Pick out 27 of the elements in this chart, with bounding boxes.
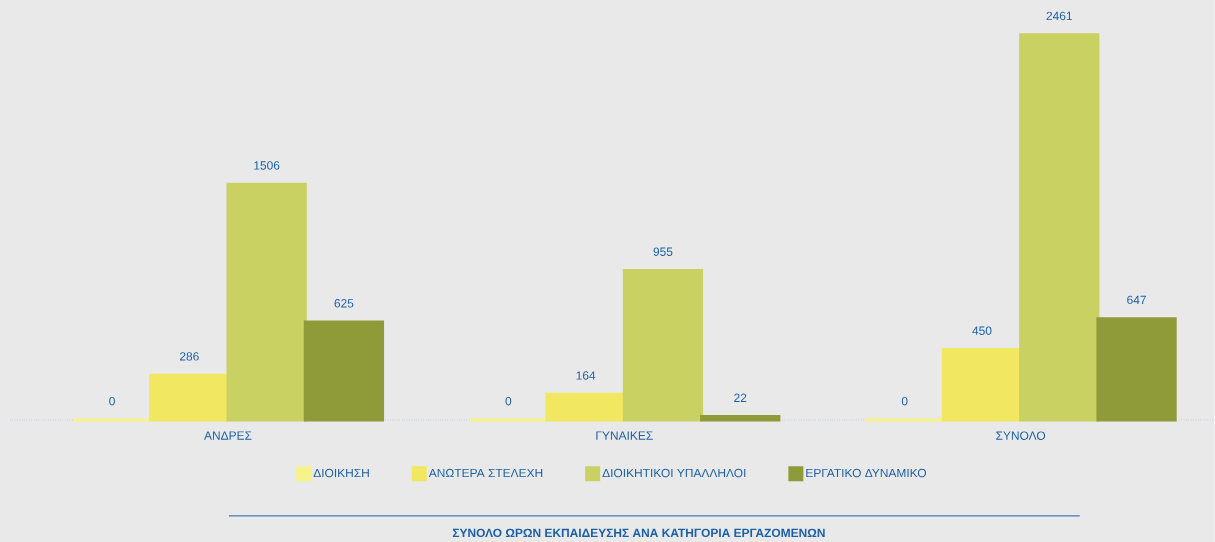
bar	[1096, 317, 1177, 422]
legend-label: ΔΙΟΙΚΗΣΗ	[313, 468, 369, 478]
bar	[1019, 33, 1100, 422]
data-label: 0	[901, 396, 908, 406]
legend-label: ΔΙΟΙΚΗΤΙΚΟΙ ΥΠΑΛΛΗΛΟΙ	[602, 468, 746, 478]
data-label: 450	[972, 326, 992, 335]
data-label: 955	[653, 247, 673, 256]
data-label: 0	[109, 396, 115, 406]
legend-label: ΕΡΓΑΤΙΚΟ ΔΥΝΑΜΙΚΟ	[806, 468, 927, 478]
bar	[700, 415, 781, 422]
data-label: 647	[1127, 295, 1146, 305]
data-label: 286	[179, 352, 199, 361]
data-label: 164	[576, 371, 596, 380]
data-label: 1506	[254, 161, 280, 170]
bar	[226, 182, 307, 422]
bar	[622, 268, 704, 422]
data-label: 0	[505, 396, 512, 406]
data-label: 625	[334, 299, 354, 308]
bar	[303, 320, 385, 422]
legend-label: ΑΝΩΤΕΡΑ ΣΤΕΛΕΧΗ	[428, 468, 543, 478]
bar	[545, 392, 626, 422]
text: ΣΥΝΟΛΟ ΩΡΩΝ ΕΚΠΑΙΔΕΥΣΗΣ ΑΝΑ ΚΑΤΗΓΟΡΙΑ ΕΡΓΑΖΟΜΕΝΩΝ	[452, 528, 825, 538]
x-tick-label: ΓΥΝΑΙΚΕΣ	[596, 431, 653, 440]
x-tick-label: ΣΥΝΟΛΟ	[996, 431, 1046, 440]
x-tick-label: ΑΝΔΡΕΣ	[204, 431, 252, 440]
data-label: 2461	[1046, 11, 1072, 21]
data-label: 22	[734, 393, 747, 402]
